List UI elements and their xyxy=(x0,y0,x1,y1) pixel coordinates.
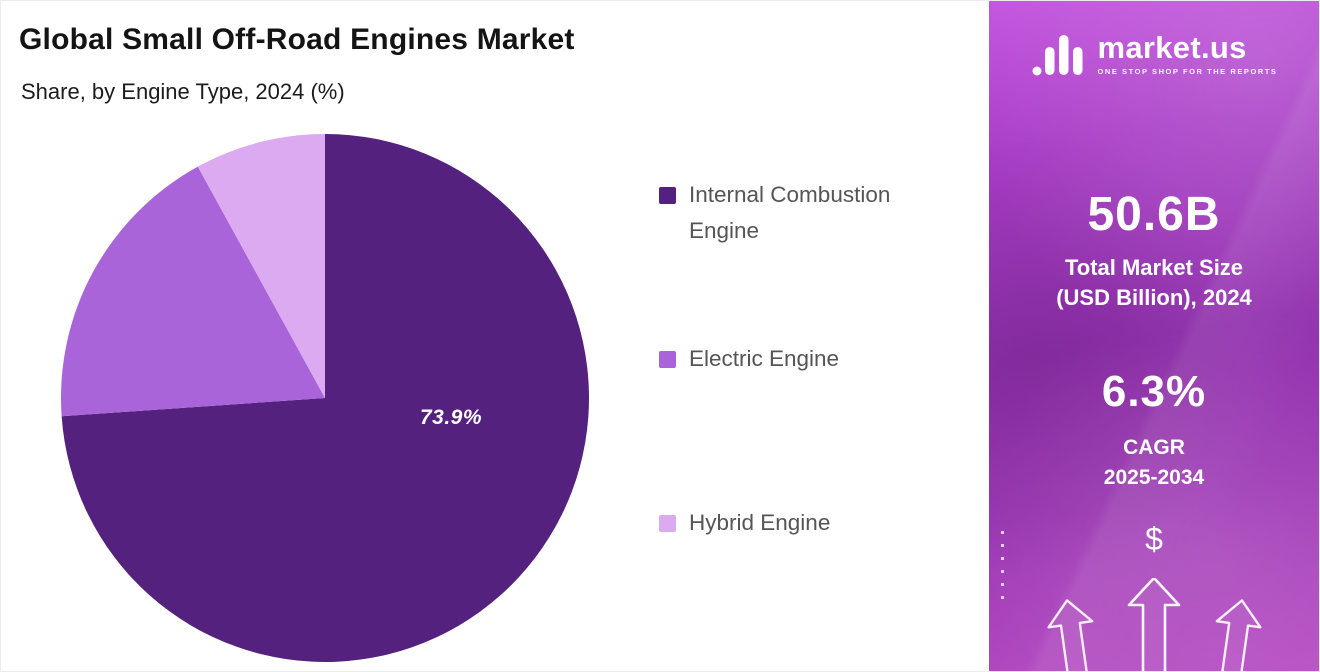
legend-swatch xyxy=(659,351,676,368)
dotted-line-decoration xyxy=(1001,531,1004,603)
legend: Internal Combustion Engine Electric Engi… xyxy=(659,177,949,541)
brand-name: market.us xyxy=(1097,30,1247,65)
cagr-value: 6.3% xyxy=(1101,367,1207,416)
chart-subtitle: Share, by Engine Type, 2024 (%) xyxy=(21,79,345,104)
pie-chart xyxy=(61,134,589,662)
pie-slice xyxy=(61,134,589,662)
growth-arrows-icon xyxy=(1047,578,1262,671)
legend-label: Internal Combustion Engine xyxy=(689,182,891,243)
legend-label: Hybrid Engine xyxy=(689,510,831,535)
legend-item: Electric Engine xyxy=(659,341,949,377)
cagr-label-line2: 2025-2034 xyxy=(1103,466,1205,489)
pie-slice-label: 73.9% xyxy=(419,406,483,429)
legend-item: Internal Combustion Engine xyxy=(659,177,949,249)
legend-swatch xyxy=(659,187,676,204)
page-title: Global Small Off-Road Engines Market xyxy=(19,23,575,56)
market-size-value: 50.6B xyxy=(1087,188,1221,241)
brand-logo: market.us ONE STOP SHOP FOR THE REPORTS xyxy=(989,31,1319,77)
cagr-label: CAGR 2025-2034 xyxy=(989,433,1319,493)
brand-tagline: ONE STOP SHOP FOR THE REPORTS xyxy=(1097,67,1278,76)
chart-panel: Global Small Off-Road Engines Market Sha… xyxy=(1,1,991,671)
dollar-sign: $ xyxy=(1145,521,1163,557)
logo-text: market.us ONE STOP SHOP FOR THE REPORTS xyxy=(1098,32,1278,76)
market-size-label-line2: (USD Billion), 2024 xyxy=(1056,285,1252,310)
cagr-label-line1: CAGR xyxy=(1123,436,1185,459)
pie-slice xyxy=(61,166,326,417)
market-size-label-line1: Total Market Size xyxy=(1064,255,1244,280)
pie-chart-area: 73.9% xyxy=(61,134,589,662)
market-size-label: Total Market Size (USD Billion), 2024 xyxy=(989,253,1319,313)
legend-label: Electric Engine xyxy=(689,346,840,371)
legend-item: Hybrid Engine xyxy=(659,505,949,541)
sidebar: market.us ONE STOP SHOP FOR THE REPORTS … xyxy=(989,1,1319,671)
pie-slice xyxy=(197,134,325,398)
legend-swatch xyxy=(659,515,676,532)
marketus-icon xyxy=(1032,35,1082,76)
